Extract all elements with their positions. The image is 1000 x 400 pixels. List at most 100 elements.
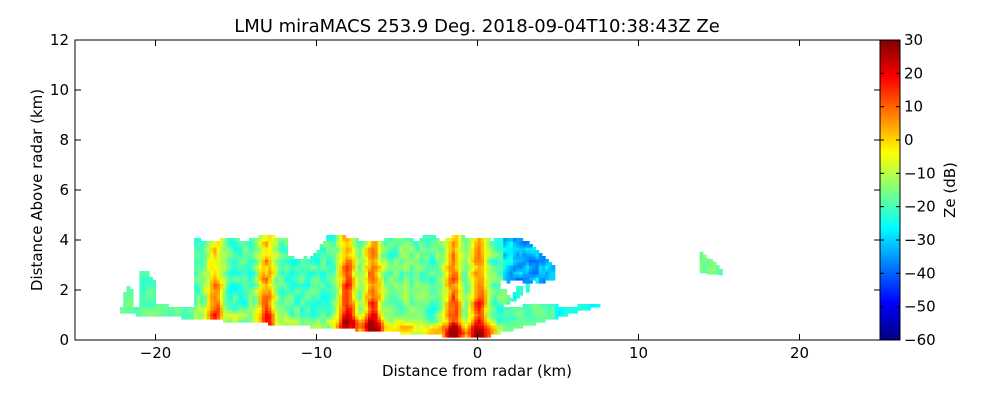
- ze-cell-2899: [493, 295, 498, 299]
- ze-cell-1098: [306, 283, 311, 287]
- ze-cell-3322: [596, 304, 601, 308]
- ze-cell-3274: [548, 307, 553, 311]
- ze-cell-573: [242, 247, 247, 251]
- ze-cell-2735: [477, 301, 482, 305]
- ze-cell-2628: [467, 325, 472, 329]
- ze-cell-3340: [706, 258, 710, 263]
- ze-cell-2205: [425, 304, 430, 308]
- ze-cell-73: [145, 277, 150, 281]
- ze-cell-2694: [474, 325, 479, 329]
- ze-cell-36: [139, 298, 144, 302]
- ze-cell-1864: [390, 280, 395, 284]
- ze-cell-3034: [509, 322, 514, 326]
- ze-cell-1407: [342, 286, 347, 290]
- ze-cell-2004: [403, 238, 408, 242]
- ze-cell-23: [129, 295, 134, 299]
- ze-cell-781: [268, 301, 273, 305]
- ze-cell-1290: [329, 265, 334, 269]
- ze-cell-1109: [310, 319, 314, 323]
- ze-cell-165: [194, 256, 198, 260]
- ze-cell-280: [210, 307, 215, 311]
- ze-cell-1505: [351, 265, 356, 269]
- ze-cell-2634: [467, 307, 472, 311]
- ze-cell-1478: [348, 256, 353, 260]
- ze-cell-645: [252, 277, 256, 281]
- ze-cell-1544: [355, 241, 359, 245]
- ze-cell-1812: [384, 250, 388, 254]
- ze-cell-3347: [712, 267, 717, 272]
- ze-cell-2176: [422, 292, 427, 296]
- ze-cell-2424: [448, 331, 453, 335]
- ze-cell-3238: [538, 268, 543, 272]
- ze-cell-481: [232, 274, 237, 278]
- ze-cell-195: [197, 247, 202, 251]
- ze-cell-2161: [419, 241, 424, 245]
- ze-cell-42: [139, 280, 144, 284]
- ze-cell-947: [284, 244, 289, 248]
- ze-cell-1810: [384, 256, 388, 260]
- ze-cell-2483: [451, 253, 456, 257]
- ze-cell-944: [284, 253, 289, 257]
- ze-cell-1046: [300, 304, 305, 308]
- ze-cell-3108: [519, 313, 524, 317]
- ze-cell-837: [274, 313, 279, 317]
- ze-cell-510: [236, 271, 240, 275]
- ze-cell-470: [232, 307, 237, 311]
- ze-cell-615: [248, 283, 253, 287]
- ze-cell-692: [258, 304, 263, 308]
- ze-cell-2608: [464, 286, 469, 290]
- ze-cell-3011: [506, 313, 511, 317]
- ze-cell-19: [129, 307, 134, 311]
- ze-cell-2748: [477, 262, 482, 266]
- ze-cell-3181: [529, 277, 533, 281]
- ze-cell-306: [213, 307, 218, 311]
- ze-cell-3145: [522, 250, 527, 254]
- ze-cell-537: [239, 274, 244, 278]
- ze-cell-2485: [451, 247, 456, 251]
- ze-cell-501: [236, 298, 240, 302]
- ze-cell-612: [248, 292, 253, 296]
- ze-cell-1289: [329, 268, 334, 272]
- ze-cell-2540: [458, 286, 462, 290]
- ze-cell-60: [142, 271, 147, 275]
- ze-cell-286: [210, 289, 215, 293]
- ze-cell-1167: [316, 292, 321, 296]
- ze-cell-1605: [361, 241, 366, 245]
- ze-cell-2571: [461, 295, 466, 299]
- ze-cell-2054: [409, 280, 414, 284]
- ze-cell-3048: [509, 256, 514, 260]
- ze-cell-3047: [509, 259, 514, 263]
- ze-cell-1421: [342, 244, 347, 248]
- ze-cell-1710: [374, 286, 379, 290]
- ze-cell-2342: [438, 286, 443, 290]
- ze-cell-3189: [529, 253, 533, 257]
- ze-cell-91: [152, 307, 157, 311]
- ze-cell-1358: [335, 247, 340, 251]
- ze-cell-966: [287, 274, 292, 278]
- ze-cell-2382: [442, 262, 446, 266]
- ze-cell-598: [245, 253, 250, 257]
- ze-cell-2594: [464, 328, 469, 332]
- ze-cell-521: [236, 238, 240, 242]
- ze-cell-1956: [400, 286, 405, 290]
- ze-cell-1921: [397, 295, 401, 299]
- ze-cell-564: [242, 274, 247, 278]
- ze-cell-1719: [374, 259, 379, 263]
- ze-cell-1348: [335, 277, 340, 281]
- ze-cell-601: [245, 244, 250, 248]
- ze-cell-2890: [493, 322, 498, 326]
- ze-cell-3210: [532, 247, 537, 251]
- ze-cell-3188: [529, 256, 533, 260]
- ze-cell-3209: [532, 250, 537, 254]
- ze-cell-2175: [422, 295, 427, 299]
- ze-cell-768: [264, 250, 269, 254]
- ze-cell-756: [264, 286, 269, 290]
- ze-cell-2187: [422, 259, 427, 263]
- ze-cell-2268: [432, 313, 437, 317]
- ze-cell-232: [203, 295, 208, 299]
- ze-cell-917: [281, 247, 285, 251]
- ze-cell-1206: [319, 253, 324, 257]
- ze-cell-1030: [297, 286, 301, 290]
- ze-cell-1606: [364, 328, 369, 332]
- ze-cell-63: [145, 307, 150, 311]
